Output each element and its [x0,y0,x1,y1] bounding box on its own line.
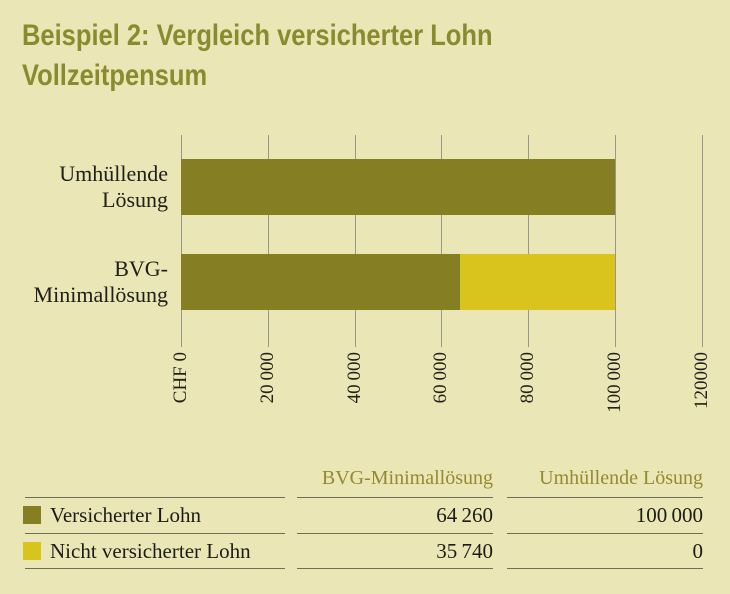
table-rule [25,533,285,534]
gridline [267,135,269,347]
table-header-umhuellende: Umhüllende Lösung [539,467,703,489]
table-row-label: Nicht versicherter Lohn [23,537,283,565]
table-rule [297,533,493,534]
table-value-cell: 64 260 [436,503,493,527]
chart-title-line2: Vollzeitpensum [22,59,208,92]
table-row-label-text: Versicherter Lohn [50,503,202,527]
gridline [441,135,443,347]
gridline [528,135,529,347]
category-label: Umhüllende Lösung [59,161,168,212]
category-label: BVG-Minimallösung [33,256,168,307]
table-rule [507,497,703,498]
table-rule [297,568,493,569]
chart-title-line1: Beispiel 2: Vergleich versicherter Lohn [22,19,493,52]
gridline [181,135,182,347]
table-header-bvg: BVG-Minimallösung [321,467,493,489]
bar-segment-bvg [181,254,460,310]
bar-chart: Umhüllende Lösung BVG-Minimallösung CHF 0… [33,135,712,413]
table-value-cell: 100 000 [635,503,703,527]
table-rule [507,568,703,569]
table-value-cell: 0 [692,539,704,563]
table-rule [297,497,493,498]
bar-segment-bvg [459,254,615,310]
legend-swatch-versichert [23,506,41,524]
table-rule [25,497,285,498]
table-rule [25,568,285,569]
gridline [614,135,616,347]
gridline [354,135,356,347]
chart-title: Beispiel 2: Vergleich versicherter Lohn … [22,16,493,96]
table-rule [507,533,703,534]
gridline [701,135,703,347]
table-value-cell: 35 740 [436,539,493,563]
legend-swatch-nicht-versichert [23,542,41,560]
bar-segment-umhuellende [181,159,615,215]
table-row-label-text: Nicht versicherter Lohn [50,539,251,563]
table-row-label: Versicherter Lohn [23,501,283,529]
